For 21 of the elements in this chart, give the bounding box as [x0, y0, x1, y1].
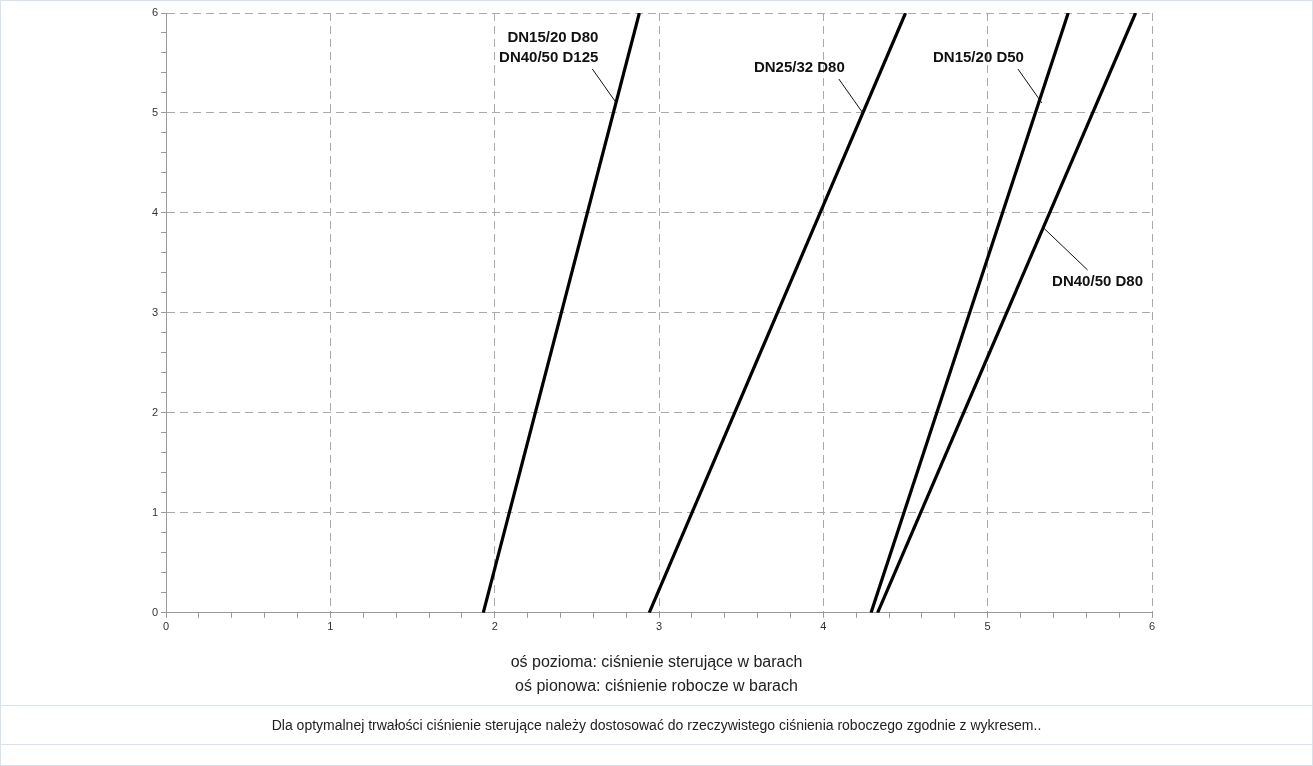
x-tick-label: 1 — [327, 620, 334, 633]
text: oś pionowa: ciśnienie robocze w barach — [514, 677, 799, 695]
y-tick-label: 2 — [151, 405, 159, 418]
annotation: DN15/20 D50 — [933, 47, 1024, 65]
x-tick-label: 4 — [820, 620, 827, 633]
x-tick-label: 3 — [656, 620, 663, 633]
x-tick-label: 5 — [984, 620, 991, 633]
y-tick-label: 5 — [151, 106, 159, 118]
y-tick-label: 6 — [151, 6, 159, 19]
y-tick-label: 0 — [151, 605, 159, 618]
x-axis-title: oś pozioma: ciśnienie sterujące w barach — [509, 653, 804, 671]
x-tick-label: 2 — [491, 620, 498, 633]
y-tick-label: 1 — [151, 505, 159, 518]
annotation: DN15/20 D80 DN40/50 D125 — [499, 27, 599, 65]
annotation: DN40/50 D80 — [1052, 271, 1143, 289]
y-tick-label: 3 — [151, 305, 159, 318]
y-tick-label: 4 — [151, 205, 159, 218]
x-tick-label: 0 — [163, 620, 170, 633]
text: Dla optymalnej trwałości ciśnienie sterujące należy dostosować do rzeczywistego ciśnienia roboczego zgodnie z wykresem.. — [1, 705, 1312, 745]
x-tick-label: 6 — [1148, 620, 1156, 633]
annotation: DN25/32 D80 — [753, 57, 845, 75]
